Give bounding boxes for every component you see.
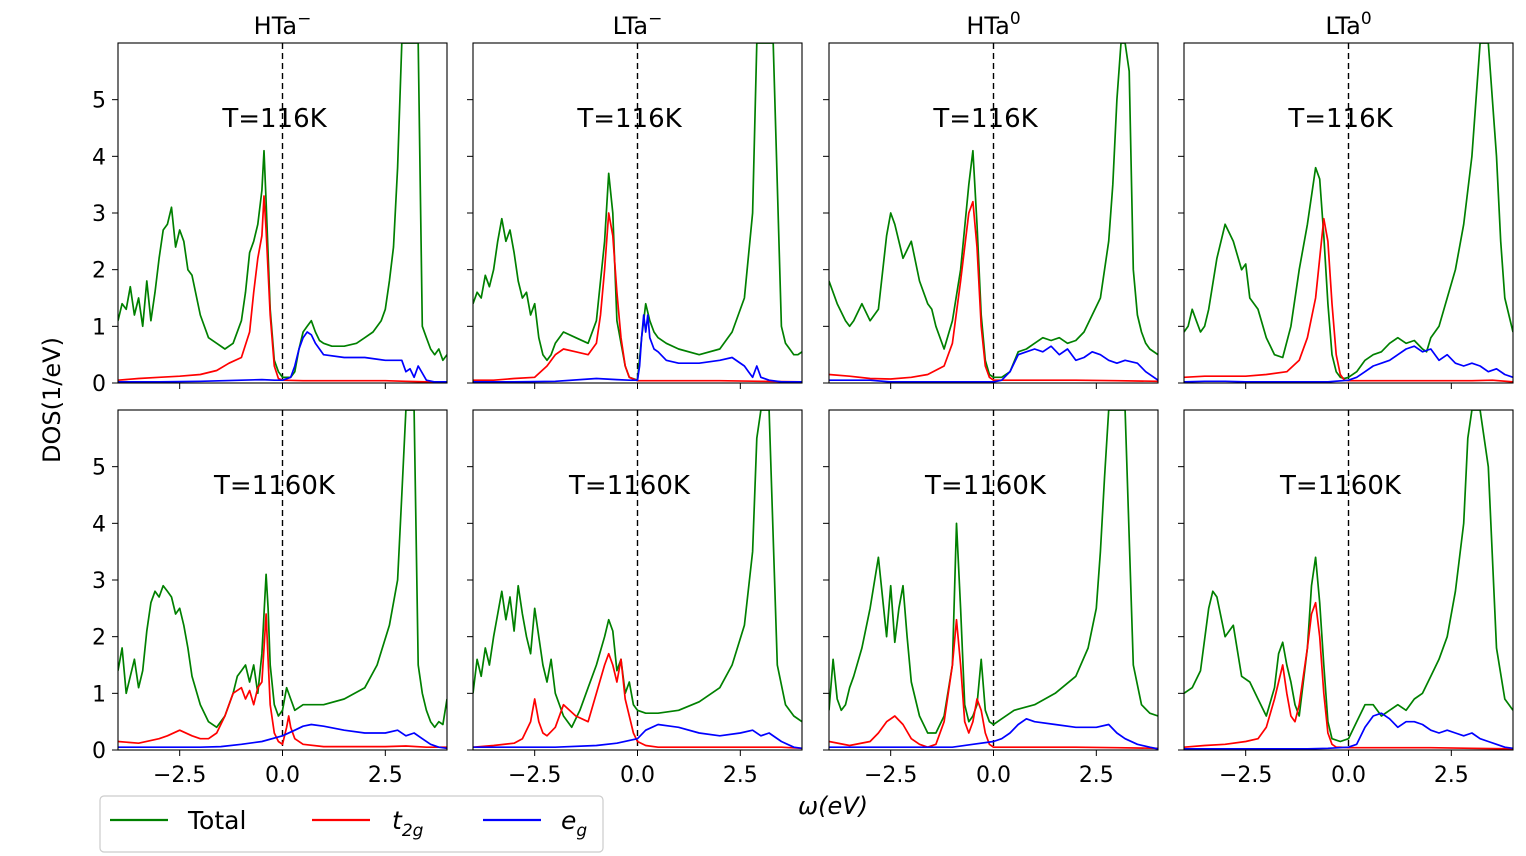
- temperature-label: T=1160K: [1279, 471, 1402, 501]
- series-t2g-line: [829, 618, 1158, 750]
- x-tick-label: −2.5: [864, 763, 917, 788]
- series-eg-line: [829, 717, 1158, 750]
- legend-label-eg: eg: [561, 806, 587, 841]
- series-total-line: [1184, 410, 1513, 743]
- series-t2g-line: [473, 652, 802, 750]
- series-total-line: [829, 410, 1158, 734]
- column-title-sup: 0: [1010, 9, 1021, 29]
- y-tick-label: 3: [92, 569, 106, 594]
- series-eg-line: [1184, 345, 1513, 383]
- x-tick-label: −2.5: [153, 763, 206, 788]
- temperature-label: T=116K: [576, 104, 682, 134]
- panel-r1-c1: −2.5 0.0 2.5 T=1160K: [467, 409, 803, 788]
- series-eg-line: [118, 331, 447, 383]
- x-tick-label: 2.5: [723, 763, 758, 788]
- column-title: LTa−: [613, 9, 663, 40]
- x-tick-label: −2.5: [508, 763, 561, 788]
- y-tick-label: 1: [92, 682, 106, 707]
- y-tick-label: 3: [92, 202, 106, 227]
- column-title-sup: −: [297, 9, 311, 29]
- series-eg-line: [118, 723, 447, 750]
- legend-label-t2g: t2g: [392, 806, 424, 841]
- series-total-line: [473, 410, 802, 729]
- temperature-label: T=116K: [932, 104, 1038, 134]
- y-tick-label: 4: [92, 145, 106, 170]
- x-tick-label: −2.5: [1219, 763, 1272, 788]
- series-t2g-line: [118, 195, 447, 383]
- series-eg-line: [473, 314, 802, 383]
- series-eg-line: [473, 723, 802, 750]
- column-title: HTa−: [254, 9, 312, 40]
- x-tick-label: 2.5: [368, 763, 403, 788]
- legend-label-t2g-sub: 2g: [402, 821, 424, 841]
- panel-r0-c2: T=116K HTa0: [823, 9, 1159, 389]
- y-tick-label: 2: [92, 259, 106, 284]
- temperature-label: T=1160K: [568, 471, 691, 501]
- temperature-label: T=1160K: [924, 471, 1047, 501]
- column-title: HTa0: [966, 9, 1020, 40]
- legend-frame: [99, 795, 604, 853]
- figure-x-label: ω(eV): [798, 792, 868, 820]
- series-total-line: [473, 43, 802, 382]
- legend: Total t2g eg: [99, 795, 604, 853]
- legend-label-total: Total: [187, 806, 246, 835]
- panel-r0-c1: T=116K LTa−: [467, 9, 803, 389]
- column-title-sup: 0: [1361, 9, 1372, 29]
- y-tick-label: 4: [92, 512, 106, 537]
- y-tick-label: 5: [92, 456, 106, 481]
- temperature-label: T=116K: [1287, 104, 1393, 134]
- column-title-sup: −: [648, 9, 662, 29]
- series-eg-line: [1184, 712, 1513, 750]
- series-t2g-line: [118, 613, 447, 749]
- legend-label-t2g-base: t: [392, 806, 403, 835]
- series-total-line: [118, 43, 447, 379]
- temperature-label: T=116K: [221, 104, 327, 134]
- column-title-base: LTa: [613, 12, 648, 40]
- y-tick-label: 0: [92, 739, 106, 764]
- x-tick-label: 2.5: [1434, 763, 1469, 788]
- series-t2g-line: [1184, 217, 1513, 383]
- x-tick-label: 0.0: [976, 763, 1011, 788]
- series-eg-line: [829, 345, 1158, 383]
- column-title-base: HTa: [966, 12, 1009, 40]
- x-tick-label: 0.0: [620, 763, 655, 788]
- y-tick-label: 1: [92, 315, 106, 340]
- x-tick-label: 2.5: [1079, 763, 1114, 788]
- legend-label-eg-sub: g: [576, 821, 587, 841]
- panel-r0-c3: T=116K LTa0: [1178, 9, 1514, 389]
- column-title: LTa0: [1325, 9, 1371, 40]
- panels-group: 012345T=116KHTa−T=116KLTa−T=116KHTa0T=11…: [92, 9, 1514, 788]
- panel-r0-c0: 0 1 2 3 4 5 T=116K HTa−: [92, 9, 448, 397]
- column-title-base: HTa: [254, 12, 297, 40]
- x-tick-label: 0.0: [265, 763, 300, 788]
- series-t2g-line: [473, 212, 802, 383]
- figure-y-label: DOS(1/eV): [38, 337, 66, 463]
- series-total-line: [118, 410, 447, 729]
- x-tick-label: 0.0: [1331, 763, 1366, 788]
- temperature-label: T=1160K: [213, 471, 336, 501]
- series-t2g-line: [1184, 601, 1513, 750]
- column-title-base: LTa: [1325, 12, 1360, 40]
- legend-label-eg-base: e: [561, 806, 576, 835]
- series-total-line: [829, 43, 1158, 379]
- y-tick-label: 5: [92, 89, 106, 114]
- series-t2g-line: [829, 200, 1158, 383]
- y-tick-label: 2: [92, 626, 106, 651]
- panel-r1-c3: −2.5 0.0 2.5 T=1160K: [1178, 409, 1514, 788]
- series-total-line: [1184, 43, 1513, 380]
- y-tick-label: 0: [92, 372, 106, 397]
- panel-r1-c2: −2.5 0.0 2.5 T=1160K: [823, 409, 1159, 788]
- panel-r1-c0: −2.5 0.0 2.5 0 1 2 3 4 5 T=1160K: [92, 409, 448, 788]
